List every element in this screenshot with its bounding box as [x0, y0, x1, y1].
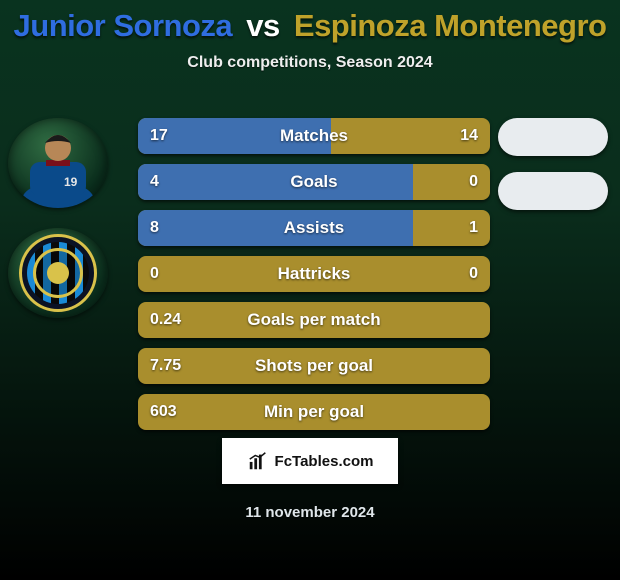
stat-right-value: 1: [457, 210, 490, 246]
stat-row: 0.24Goals per match: [138, 302, 490, 338]
page-title: Junior Sornoza vs Espinoza Montenegro: [0, 0, 620, 44]
stat-row: 81Assists: [138, 210, 490, 246]
player-right-name: Espinoza Montenegro: [294, 8, 607, 43]
stat-right-value: 0: [457, 256, 490, 292]
bars-icon: [247, 450, 269, 472]
player-left-name: Junior Sornoza: [14, 8, 233, 43]
stat-row: 40Goals: [138, 164, 490, 200]
stat-left-value: 603: [138, 394, 189, 430]
stat-left-value: 0.24: [138, 302, 193, 338]
stat-right-value: 14: [448, 118, 490, 154]
stat-right-value: 0: [457, 164, 490, 200]
stat-label: Hattricks: [138, 256, 490, 292]
brand-badge[interactable]: FcTables.com: [222, 438, 398, 484]
stat-row: 7.75Shots per goal: [138, 348, 490, 384]
stat-row: 603Min per goal: [138, 394, 490, 430]
blank-pill: [498, 118, 608, 156]
stat-left-value: 0: [138, 256, 171, 292]
stat-left-fill: [138, 210, 413, 246]
pills-column: [498, 118, 608, 226]
stat-left-value: 17: [138, 118, 180, 154]
brand-text: FcTables.com: [275, 453, 374, 470]
stat-label: Min per goal: [138, 394, 490, 430]
stat-left-fill: [138, 164, 413, 200]
club-crest-avatar: [8, 228, 108, 318]
player-photo-icon: 19: [8, 118, 108, 208]
stat-row: 1714Matches: [138, 118, 490, 154]
stat-left-value: 4: [138, 164, 171, 200]
club-crest-icon: [19, 234, 97, 312]
vs-word: vs: [246, 8, 279, 43]
avatars-column: 19: [8, 118, 118, 338]
comparison-bars: 1714Matches40Goals81Assists00Hattricks0.…: [138, 118, 490, 440]
stat-left-value: 7.75: [138, 348, 193, 384]
subtitle: Club competitions, Season 2024: [0, 54, 620, 72]
date-text: 11 november 2024: [0, 504, 620, 521]
blank-pill: [498, 172, 608, 210]
stat-row: 0 0Hattricks: [138, 256, 490, 292]
player-left-avatar: 19: [8, 118, 108, 208]
svg-text:19: 19: [64, 175, 78, 189]
stat-left-value: 8: [138, 210, 171, 246]
